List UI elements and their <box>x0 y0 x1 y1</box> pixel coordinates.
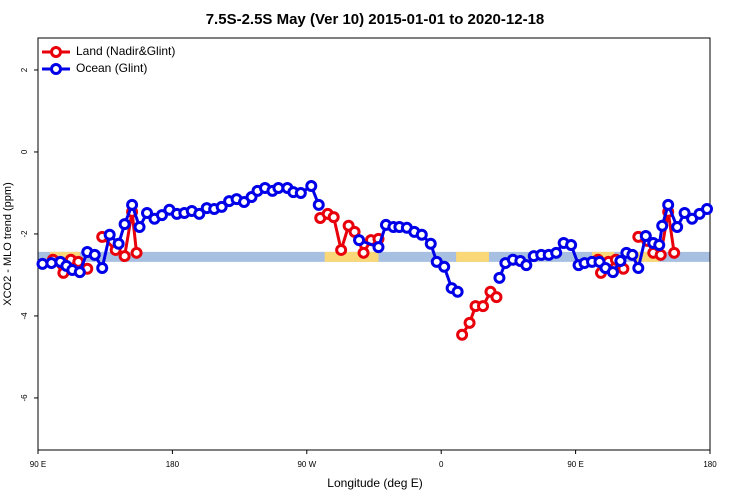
x-tick-label: 0 <box>439 460 444 469</box>
data-point <box>678 207 691 220</box>
data-point <box>662 198 675 211</box>
data-point <box>668 246 681 259</box>
data-point <box>565 239 578 252</box>
data-point <box>327 211 340 224</box>
data-point <box>335 243 348 256</box>
data-point <box>550 246 563 259</box>
data-point <box>639 230 652 243</box>
data-point <box>671 220 684 233</box>
data-point <box>353 234 366 247</box>
data-point <box>477 300 490 313</box>
data-point <box>130 246 143 259</box>
data-point <box>372 241 385 254</box>
data-point <box>656 219 669 232</box>
data-point <box>653 239 666 252</box>
data-point <box>632 261 645 274</box>
data-point <box>126 198 139 211</box>
y-tick-label: 0 <box>20 149 29 154</box>
x-axis-label: Longitude (deg E) <box>327 476 422 490</box>
data-point <box>88 248 101 261</box>
legend-marker <box>50 46 62 58</box>
x-tick-label: 90 W <box>297 460 316 469</box>
data-point <box>118 218 131 231</box>
y-axis-label: XCO2 - MLO trend (ppm) <box>2 182 14 305</box>
data-point <box>155 209 168 222</box>
data-point <box>133 220 146 233</box>
x-tick-label: 180 <box>166 460 180 469</box>
data-point <box>112 237 125 250</box>
data-point <box>606 266 619 279</box>
y-tick-label: -4 <box>20 312 29 320</box>
data-point <box>520 259 533 272</box>
data-point <box>451 285 464 298</box>
data-point <box>463 316 476 329</box>
data-point <box>493 271 506 284</box>
data-point <box>118 250 131 263</box>
chart-title: 7.5S-2.5S May (Ver 10) 2015-01-01 to 202… <box>206 11 545 28</box>
data-point <box>96 261 109 274</box>
data-point <box>456 328 469 341</box>
data-point <box>103 228 116 241</box>
data-point <box>438 260 451 273</box>
data-point <box>701 202 714 215</box>
data-point <box>141 207 154 220</box>
x-tick-label: 180 <box>703 460 717 469</box>
x-tick-label: 90 E <box>30 460 46 469</box>
data-point <box>193 207 206 220</box>
data-point <box>614 255 627 268</box>
legend-label: Ocean (Glint) <box>76 61 147 75</box>
data-point <box>73 266 86 279</box>
y-tick-label: 2 <box>20 67 29 72</box>
data-point <box>424 237 437 250</box>
data-point <box>490 291 503 304</box>
x-tick-label: 90 E <box>567 460 583 469</box>
y-tick-label: -6 <box>20 394 29 402</box>
data-point <box>305 179 318 192</box>
data-point <box>294 186 307 199</box>
data-point <box>626 248 639 261</box>
y-tick-label: -2 <box>20 230 29 238</box>
series-line <box>51 211 676 336</box>
data-point <box>312 198 325 211</box>
data-point <box>357 246 370 259</box>
plot-frame <box>37 37 711 451</box>
data-point <box>654 248 667 261</box>
legend-marker <box>50 63 62 75</box>
data-point <box>415 228 428 241</box>
data-point <box>215 200 228 213</box>
legend-label: Land (Nadir&Glint) <box>76 44 175 58</box>
